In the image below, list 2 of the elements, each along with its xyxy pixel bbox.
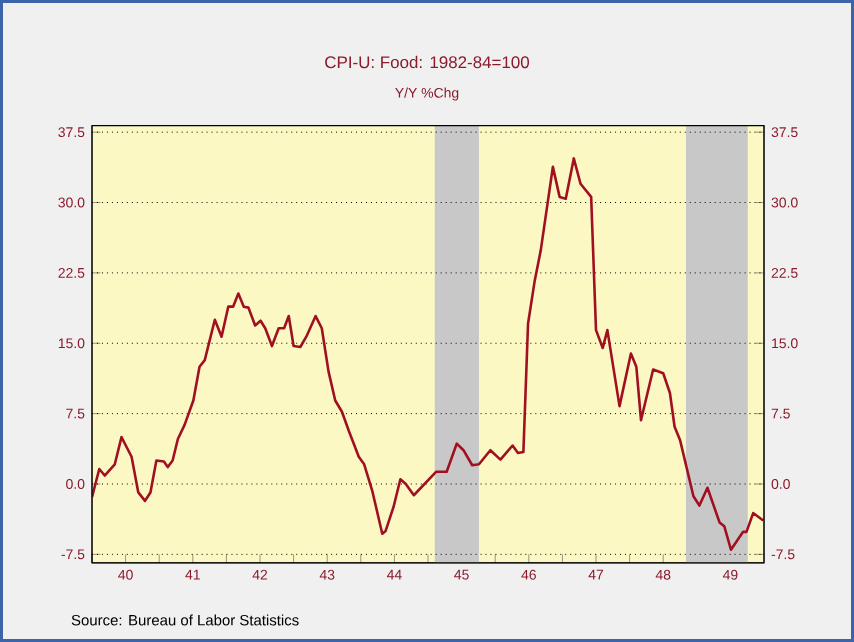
chart-title: CPI-U: Food: 1982-84=100 bbox=[325, 55, 529, 69]
line-series bbox=[92, 157, 765, 551]
